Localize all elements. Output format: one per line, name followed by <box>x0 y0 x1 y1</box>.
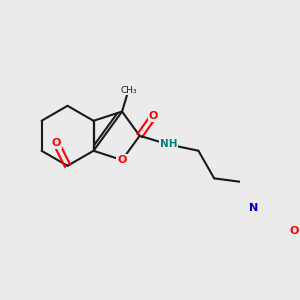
Text: CH₃: CH₃ <box>120 86 137 95</box>
Text: O: O <box>290 226 299 236</box>
Text: N: N <box>249 202 258 212</box>
Text: O: O <box>52 138 61 148</box>
Text: O: O <box>148 111 158 122</box>
Text: NH: NH <box>160 140 177 149</box>
Text: O: O <box>117 155 127 165</box>
